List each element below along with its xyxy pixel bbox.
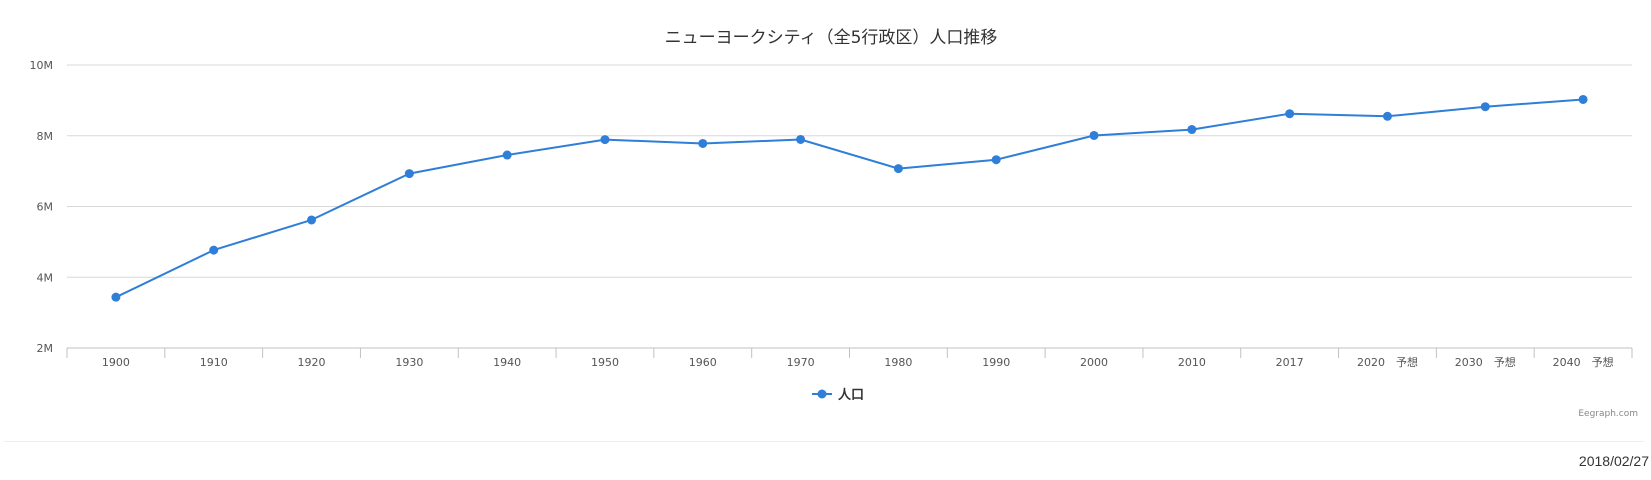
- footer-date: 2018/02/27: [1578, 453, 1649, 469]
- y-tick-label: 2M: [37, 342, 54, 355]
- data-point: [1089, 130, 1099, 140]
- x-axis: 1900 1910 1920 1930 1940 1950 1960 1970 1980 1990…: [66, 347, 1633, 369]
- legend-dot-marker: [817, 389, 827, 399]
- y-axis-ticks: 2M 4M 6M 8M 10M: [30, 59, 54, 355]
- y-tick-label: 4M: [37, 271, 54, 284]
- x-tick-label: 1930: [395, 356, 423, 369]
- data-point: [600, 135, 610, 145]
- chart-credit[interactable]: Eegraph.com: [1578, 409, 1638, 419]
- data-point: [307, 215, 317, 225]
- data-point: [1480, 102, 1490, 112]
- data-point: [991, 155, 1001, 165]
- x-tick-label: 1950: [591, 356, 619, 369]
- x-tick-label: 2030 予想: [1455, 355, 1516, 369]
- series-line: [115, 98, 1584, 299]
- x-tick-label: 1960: [689, 356, 717, 369]
- y-tick-label: 10M: [30, 59, 54, 72]
- data-point: [1382, 111, 1392, 121]
- x-tick-label: 1940: [493, 356, 521, 369]
- series-population: [111, 94, 1588, 302]
- x-tick-label: 1900: [102, 356, 130, 369]
- y-tick-label: 6M: [37, 201, 54, 214]
- data-point: [1285, 109, 1295, 119]
- x-tick-label: 1980: [884, 356, 912, 369]
- x-tick-label: 1970: [787, 356, 815, 369]
- data-point: [796, 134, 806, 144]
- footer-divider: [4, 441, 1644, 442]
- y-tick-label: 8M: [37, 130, 54, 143]
- data-point: [404, 169, 414, 179]
- data-point: [698, 138, 708, 148]
- x-tick-label: 2017: [1276, 356, 1304, 369]
- population-line-chart: ニューヨークシティ（全5行政区）人口推移 2M 4M 6M 8M 10M 1900 191…: [30, 28, 1639, 419]
- x-tick-label: 2000: [1080, 356, 1108, 369]
- x-tick-label: 2040 予想: [1553, 355, 1614, 369]
- chart-title: ニューヨークシティ（全5行政区）人口推移: [665, 28, 998, 48]
- legend[interactable]: 人口: [812, 387, 864, 403]
- x-tick-label: 1920: [298, 356, 326, 369]
- x-tick-label: 1910: [200, 356, 228, 369]
- x-tick-label: 1990: [982, 356, 1010, 369]
- grid-lines: [67, 64, 1632, 278]
- data-point: [893, 164, 903, 174]
- x-tick-label: 2020 予想: [1357, 355, 1418, 369]
- legend-label-population[interactable]: 人口: [838, 387, 864, 403]
- data-point: [502, 150, 512, 160]
- data-point: [209, 245, 219, 255]
- data-point: [1578, 94, 1588, 104]
- data-point: [111, 292, 121, 302]
- data-point: [1187, 125, 1197, 135]
- x-tick-label: 2010: [1178, 356, 1206, 369]
